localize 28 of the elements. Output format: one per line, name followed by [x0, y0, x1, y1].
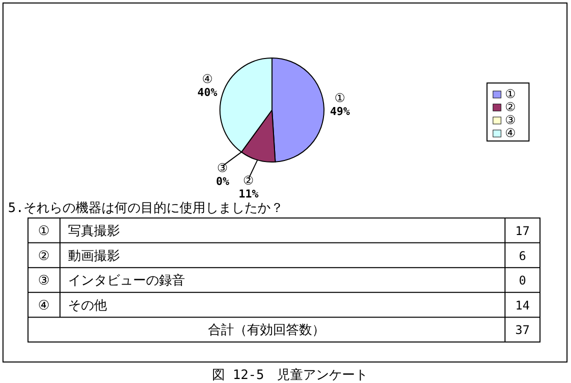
- slice-label: ②: [243, 174, 254, 188]
- text: 14: [515, 298, 530, 312]
- caption: 図 12-5 児童アンケート: [212, 367, 368, 383]
- text: 動画撮影: [68, 248, 120, 264]
- slice-label: ④: [202, 72, 213, 86]
- text: 0%: [216, 174, 230, 188]
- legend-label: ②: [505, 100, 516, 114]
- text: 37: [515, 323, 530, 338]
- text: 合計（有効回答数）: [208, 323, 325, 338]
- text: 0: [518, 274, 526, 288]
- legend-label: ④: [505, 126, 516, 140]
- category-label: ③: [217, 160, 228, 175]
- text: その他: [68, 298, 107, 314]
- slice-label: ①: [334, 90, 346, 105]
- category-label: ③: [38, 274, 50, 289]
- legend-label: ①: [505, 87, 516, 101]
- text: 17: [515, 224, 530, 238]
- text: 5.それらの機器は何の目的に使用しましたか？: [8, 201, 284, 216]
- text: 写真撮影: [68, 224, 120, 239]
- text: インタビューの録音: [68, 274, 185, 289]
- legend-label: ③: [505, 113, 516, 127]
- category-label: ①: [38, 224, 50, 239]
- data-label: 11%: [238, 188, 259, 201]
- data-label: 49%: [330, 104, 350, 118]
- category-label: ④: [38, 298, 50, 314]
- text: 6: [518, 248, 526, 263]
- category-label: ②: [38, 248, 50, 264]
- data-label: 40%: [197, 86, 218, 99]
